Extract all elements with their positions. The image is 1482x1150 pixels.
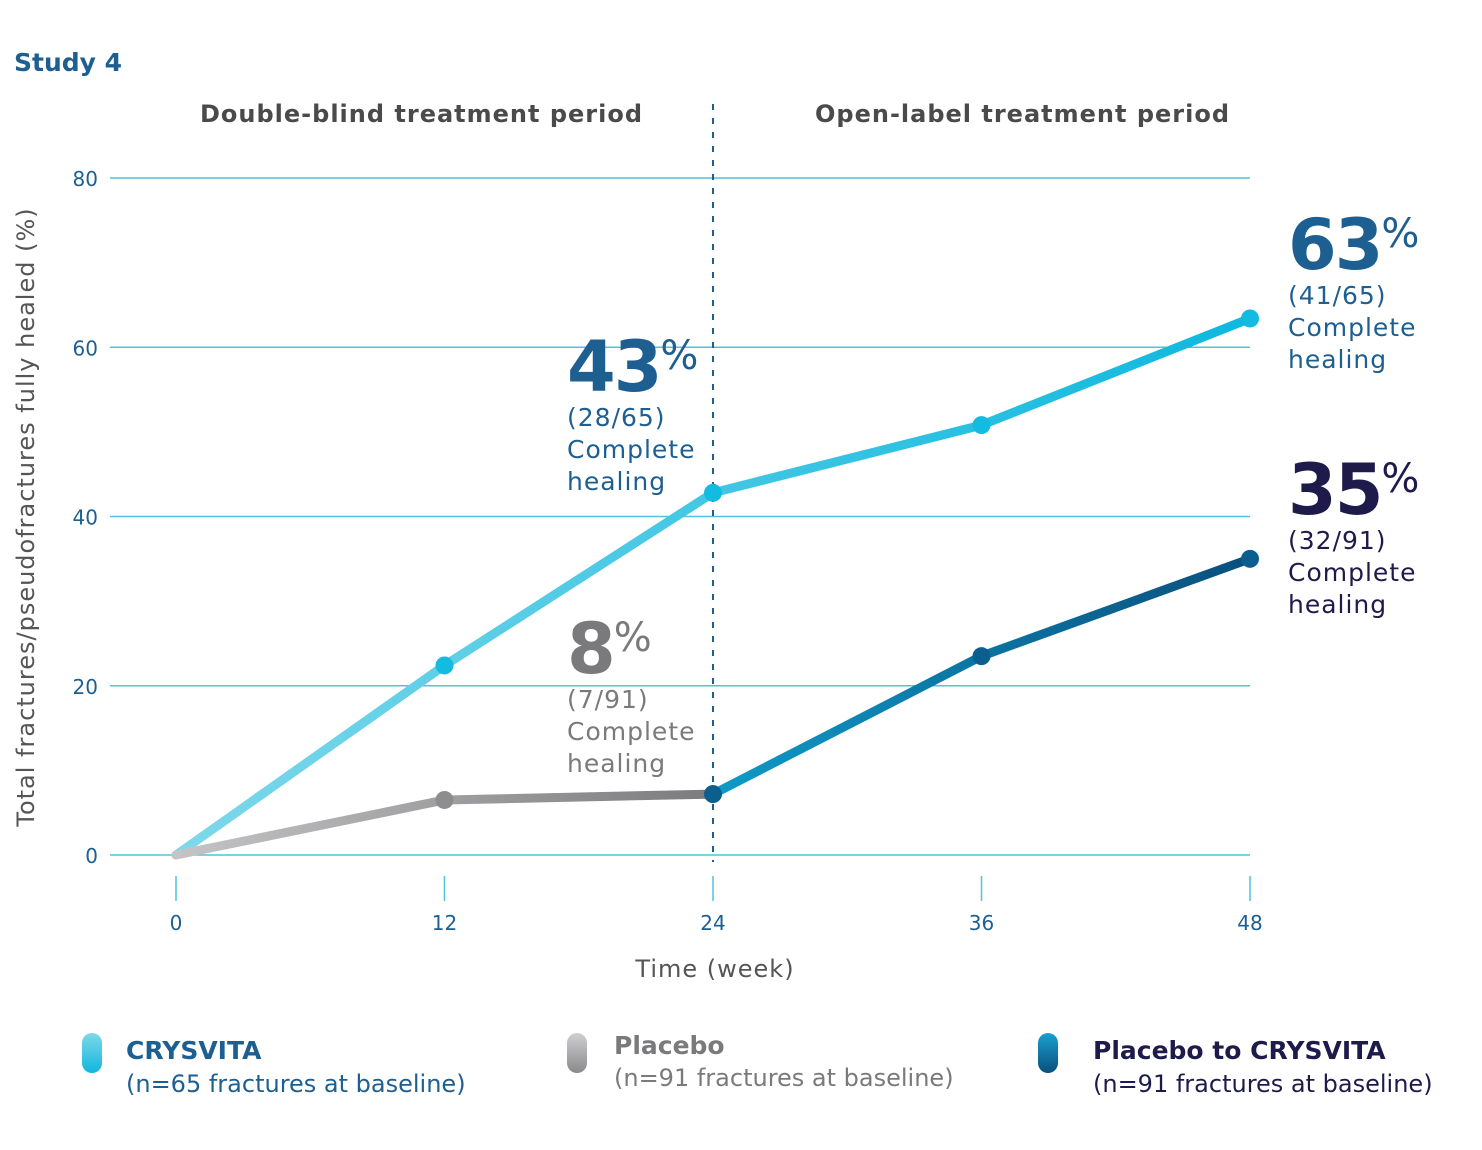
x-tick-label-12: 12 — [432, 911, 457, 935]
callout-placebo-to-crysvita-week48: 35% (32/91) Complete healing — [1288, 455, 1448, 621]
data-point-crysvita-12 — [435, 656, 454, 675]
callout-note: Complete healing — [1288, 558, 1417, 619]
callout-note: Complete healing — [1288, 313, 1417, 374]
callout-value: 8 — [567, 608, 616, 690]
percent-sign: % — [613, 615, 652, 661]
data-point-crysvita-24 — [704, 483, 722, 502]
x-tick-label-48: 48 — [1237, 911, 1262, 935]
callout-placebo-week24: 8% (7/91) Complete healing — [567, 614, 727, 780]
legend-swatches — [82, 1033, 1058, 1073]
y-axis-label: Total fractures/pseudofractures fully he… — [12, 207, 40, 827]
legend-name-placebo-to-crysvita: Placebo to CRYSVITA — [1093, 1036, 1386, 1065]
legend-name-placebo: Placebo — [614, 1031, 725, 1060]
data-point-crysvita-36 — [972, 416, 991, 435]
data-point-placebo-12 — [435, 790, 454, 809]
x-tick-label-24: 24 — [700, 911, 725, 935]
legend-sub-placebo: (n=91 fractures at baseline) — [614, 1064, 954, 1092]
x-axis-ticks: 0 12 24 36 48 — [170, 876, 1263, 935]
period-label-double-blind: Double-blind treatment period — [200, 100, 644, 128]
legend-name-crysvita: CRYSVITA — [126, 1036, 262, 1065]
study-title: Study 4 — [14, 48, 123, 77]
callout-value: 43 — [567, 326, 662, 408]
percent-sign: % — [1381, 456, 1420, 502]
y-tick-label-0: 0 — [85, 844, 98, 868]
data-point-crysvita-48 — [1241, 309, 1259, 328]
callout-fraction: (32/91) — [1288, 526, 1387, 555]
callout-crysvita-week48: 63% (41/65) Complete healing — [1288, 210, 1448, 376]
legend-swatch-placebo-to-crysvita — [1038, 1033, 1058, 1073]
legend-swatch-placebo — [567, 1033, 587, 1073]
callout-fraction: (28/65) — [567, 403, 666, 432]
data-point-placebo-to-crysvita-48 — [1241, 549, 1259, 568]
legend-sub-crysvita: (n=65 fractures at baseline) — [126, 1070, 466, 1098]
callout-value: 63 — [1288, 204, 1383, 286]
callout-value: 35 — [1288, 449, 1383, 531]
callout-fraction: (41/65) — [1288, 281, 1387, 310]
x-axis-label: Time (week) — [635, 955, 795, 983]
y-tick-label-80: 80 — [73, 167, 98, 191]
series-line-placebo-to-crysvita — [708, 554, 1255, 799]
callout-fraction: (7/91) — [567, 685, 649, 714]
y-tick-label-40: 40 — [73, 506, 98, 530]
callout-note: Complete healing — [567, 435, 696, 496]
legend-sub-placebo-to-crysvita: (n=91 fractures at baseline) — [1093, 1070, 1433, 1098]
callout-crysvita-week24: 43% (28/65) Complete healing — [567, 332, 727, 498]
legend-swatch-crysvita — [82, 1033, 102, 1073]
x-tick-label-36: 36 — [969, 911, 994, 935]
data-points — [435, 309, 1259, 809]
data-point-placebo-to-crysvita-36 — [972, 647, 991, 666]
y-tick-label-20: 20 — [73, 675, 98, 699]
callout-note: Complete healing — [567, 717, 696, 778]
x-tick-label-0: 0 — [170, 911, 183, 935]
data-point-placebo-to-crysvita-24 — [704, 785, 722, 804]
y-tick-label-60: 60 — [73, 336, 98, 360]
y-axis-ticks: 0 20 40 60 80 — [73, 167, 98, 868]
percent-sign: % — [660, 333, 699, 379]
period-label-open-label: Open-label treatment period — [815, 100, 1231, 128]
percent-sign: % — [1381, 211, 1420, 257]
